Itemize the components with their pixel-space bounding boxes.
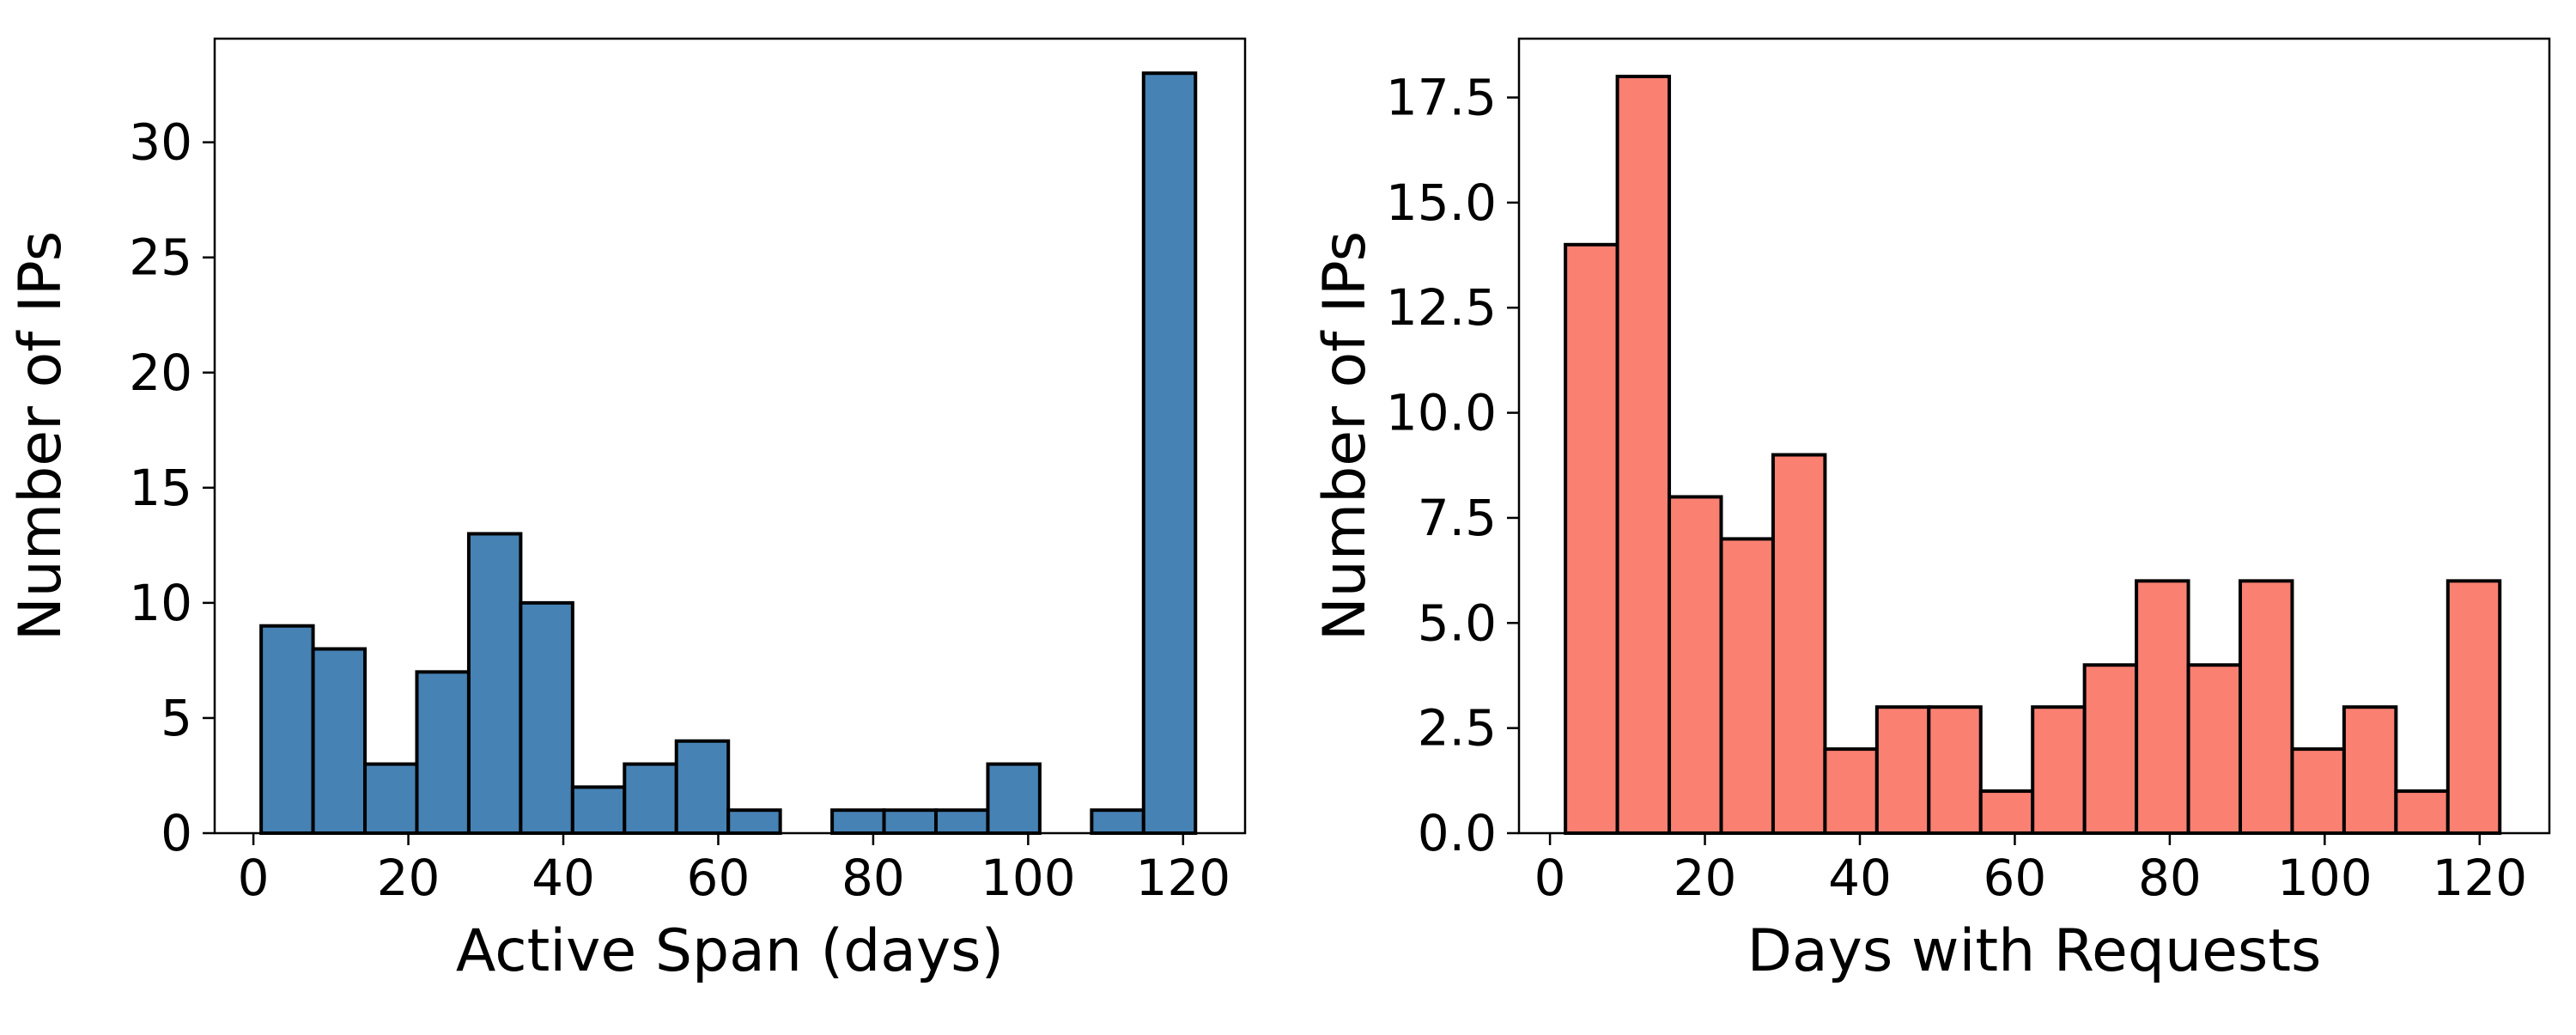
active-span-y-tick-label-4: 20 — [129, 344, 192, 402]
active-span-bar-6 — [570, 785, 627, 836]
days-with-requests-bar-11 — [2135, 579, 2190, 835]
days-with-requests-bar-3 — [1719, 537, 1775, 835]
active-span-x-tick-label-3: 60 — [687, 849, 750, 907]
active-span-bar-13 — [934, 808, 990, 836]
days-with-requests-bar-5 — [1823, 747, 1879, 835]
days-with-requests-axes-frame — [1517, 37, 2551, 835]
active-span-bar-11 — [830, 808, 886, 836]
active-span-y-tick-label-5: 25 — [129, 228, 192, 287]
active-span-axes-frame — [213, 37, 1247, 835]
active-span-x-tick-label-4: 80 — [841, 849, 905, 907]
active-span-bar-7 — [623, 762, 678, 836]
days-with-requests-y-axis-label: Number of IPs — [1311, 231, 1379, 641]
days-with-requests-x-tick-label-1: 20 — [1674, 849, 1737, 907]
days-with-requests-bar-7 — [1927, 705, 1983, 836]
days-with-requests-y-tick-label-5: 12.5 — [1386, 278, 1497, 337]
days-with-requests-bar-6 — [1874, 705, 1931, 836]
active-span-bar-1 — [311, 647, 368, 836]
days-with-requests-x-tick-label-4: 80 — [2138, 849, 2202, 907]
days-with-requests-x-axis-label: Days with Requests — [1747, 917, 2322, 985]
days-with-requests-x-tick-label-0: 0 — [1534, 849, 1566, 907]
days-with-requests-x-tick-label-6: 120 — [2432, 849, 2527, 907]
active-span-y-tick-label-6: 30 — [129, 113, 192, 172]
active-span-x-tick-label-0: 0 — [238, 849, 270, 907]
days-with-requests-bar-1 — [1615, 75, 1672, 836]
active-span-x-tick-label-2: 40 — [532, 849, 595, 907]
days-with-requests-y-tick-label-1: 2.5 — [1418, 699, 1497, 758]
active-span-bar-14 — [986, 762, 1042, 836]
days-with-requests-y-tick-label-4: 10.0 — [1386, 384, 1497, 442]
days-with-requests-bar-8 — [1978, 789, 2035, 836]
days-with-requests-bar-2 — [1668, 495, 1723, 836]
days-with-requests-x-tick-label-5: 100 — [2277, 849, 2372, 907]
active-span-x-axis-label: Active Span (days) — [456, 917, 1004, 985]
active-span-histogram: 0 20 40 60 80 100 120 0 5 10 15 20 25 30 Active Span (… — [7, 37, 1247, 985]
days-with-requests-bar-13 — [2239, 579, 2294, 835]
days-with-requests-y-tick-label-6: 15.0 — [1386, 174, 1497, 232]
days-with-requests-bar-0 — [1564, 242, 1619, 835]
days-with-requests-x-tick-label-3: 60 — [1984, 849, 2047, 907]
active-span-x-tick-label-6: 120 — [1135, 849, 1230, 907]
active-span-bar-9 — [726, 808, 782, 836]
active-span-y-tick-label-2: 10 — [129, 574, 192, 632]
active-span-bar-17 — [1141, 71, 1198, 835]
active-span-bar-12 — [882, 808, 938, 836]
days-with-requests-y-tick-label-3: 7.5 — [1418, 489, 1497, 547]
active-span-x-tick-label-1: 20 — [377, 849, 440, 907]
days-with-requests-y-tick-label-7: 17.5 — [1386, 69, 1497, 127]
active-span-x-tick-label-5: 100 — [981, 849, 1076, 907]
days-with-requests-x-tick-label-2: 40 — [1828, 849, 1892, 907]
active-span-bar-2 — [363, 762, 419, 836]
days-with-requests-bar-10 — [2082, 663, 2139, 835]
active-span-y-tick-label-1: 5 — [161, 689, 192, 747]
days-with-requests-bar-4 — [1771, 453, 1827, 835]
active-span-y-tick-label-3: 15 — [129, 459, 192, 517]
active-span-y-axis-label: Number of IPs — [7, 231, 75, 641]
days-with-requests-bar-14 — [2290, 747, 2346, 835]
active-span-bar-0 — [259, 624, 315, 836]
active-span-bar-16 — [1090, 808, 1145, 836]
active-span-y-tick-label-0: 0 — [161, 804, 192, 862]
active-span-bar-3 — [415, 670, 471, 835]
days-with-requests-bar-12 — [2186, 663, 2242, 835]
active-span-bar-8 — [674, 739, 731, 835]
active-span-bar-5 — [519, 600, 574, 835]
active-span-bar-4 — [466, 532, 523, 835]
days-with-requests-bar-17 — [2445, 579, 2502, 835]
days-with-requests-y-tick-label-0: 0.0 — [1418, 804, 1497, 862]
days-with-requests-histogram: 0 20 40 60 80 100 120 0.0 2.5 5.0 7.5 10.0 12.5 15.0 1… — [1311, 37, 2551, 985]
days-with-requests-y-tick-label-2: 5.0 — [1418, 594, 1497, 652]
days-with-requests-bar-16 — [2394, 789, 2450, 836]
days-with-requests-bar-15 — [2342, 705, 2398, 836]
days-with-requests-bar-9 — [2031, 705, 2087, 836]
